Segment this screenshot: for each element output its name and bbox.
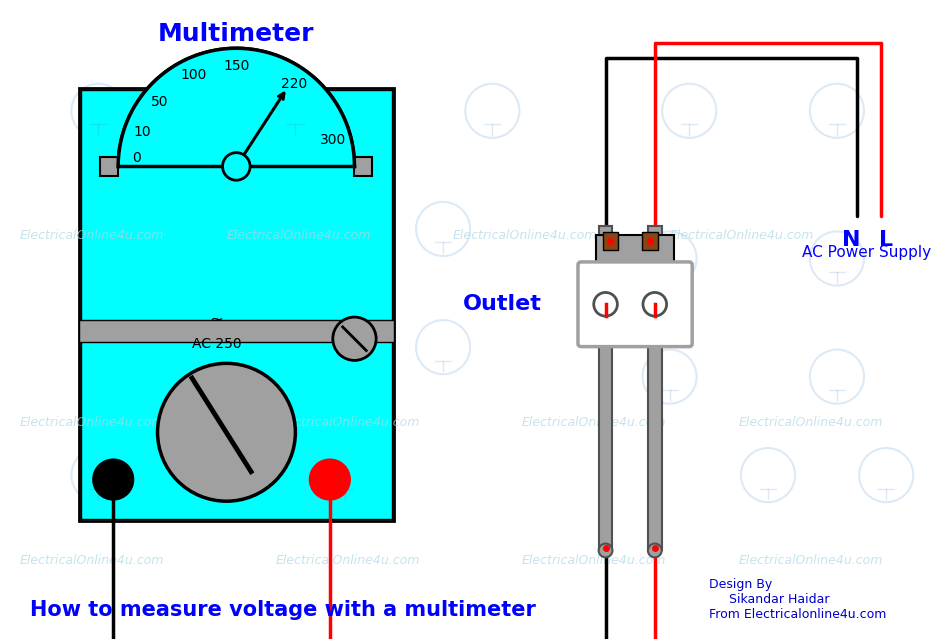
Circle shape [643,292,667,316]
Bar [79,88,394,521]
Text: Multimeter: Multimeter [158,23,315,46]
Text: ElectricalOnline4u.com: ElectricalOnline4u.com [670,229,814,242]
Text: ElectricalOnline4u.com: ElectricalOnline4u.com [20,229,164,242]
Text: ElectricalOnline4u.com: ElectricalOnline4u.com [20,554,164,567]
Circle shape [648,544,661,557]
Bar [354,156,372,176]
Polygon shape [118,48,354,166]
Text: ElectricalOnline4u.com: ElectricalOnline4u.com [276,416,420,429]
Circle shape [93,460,133,499]
Text: ElectricalOnline4u.com: ElectricalOnline4u.com [20,416,164,429]
Circle shape [599,544,612,557]
Text: ~: ~ [210,311,223,329]
Text: 100: 100 [181,68,207,82]
Text: N: N [842,231,861,251]
Circle shape [222,153,250,180]
Text: 300: 300 [320,133,347,147]
Circle shape [157,363,296,501]
Text: Outlet: Outlet [463,294,542,314]
Text: ElectricalOnline4u.com: ElectricalOnline4u.com [453,229,597,242]
Text: How to measure voltage with a multimeter: How to measure voltage with a multimeter [29,600,535,620]
Bar [603,232,618,250]
Bar [595,235,674,265]
Bar [101,156,118,176]
Bar [642,232,658,250]
Text: 10: 10 [133,125,151,139]
Circle shape [310,460,349,499]
Text: ElectricalOnline4u.com: ElectricalOnline4u.com [739,554,883,567]
Text: 50: 50 [151,95,168,109]
Text: ElectricalOnline4u.com: ElectricalOnline4u.com [739,416,883,429]
Text: ElectricalOnline4u.com: ElectricalOnline4u.com [522,554,666,567]
Bar [648,225,661,551]
Text: 150: 150 [223,59,250,73]
Text: AC 250: AC 250 [192,337,241,351]
Bar [81,90,392,322]
Text: Design By
     Sikandar Haidar
From Electricalonline4u.com: Design By Sikandar Haidar From Electrica… [709,578,886,621]
Text: ElectricalOnline4u.com: ElectricalOnline4u.com [522,416,666,429]
Text: ElectricalOnline4u.com: ElectricalOnline4u.com [226,229,371,242]
Text: L: L [879,231,893,251]
Bar [81,326,392,519]
FancyBboxPatch shape [578,262,692,346]
Bar [79,320,394,342]
Text: AC Power Supply: AC Power Supply [802,245,931,260]
Circle shape [593,292,617,316]
Circle shape [333,317,376,361]
Text: ElectricalOnline4u.com: ElectricalOnline4u.com [276,554,420,567]
Bar [599,225,612,551]
Text: 220: 220 [281,77,307,91]
Text: 0: 0 [132,151,140,165]
